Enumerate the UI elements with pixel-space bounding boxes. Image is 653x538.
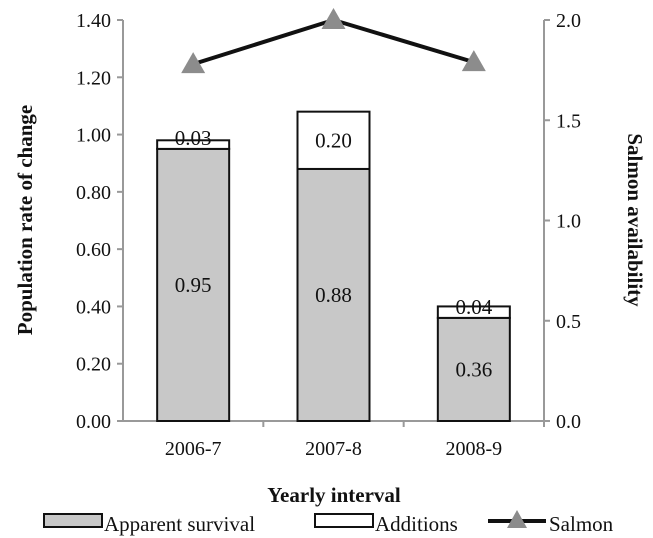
x-tick-label: 2007-8 xyxy=(305,438,362,460)
legend: Apparent survival Additions Salmon xyxy=(43,510,614,536)
bar-additions xyxy=(156,139,231,150)
x-axis-title: Yearly interval xyxy=(267,483,401,507)
legend-label-salmon: Salmon xyxy=(549,512,614,536)
legend-label-additions: Additions xyxy=(375,512,458,536)
bar-apparent-survival xyxy=(156,147,231,422)
left-tick-label: 0.60 xyxy=(76,239,111,261)
right-tick-label: 0.5 xyxy=(556,311,581,333)
salmon-point xyxy=(321,8,346,29)
left-tick-label: 0.00 xyxy=(76,411,111,433)
data-label-apparent-survival: 0.36 xyxy=(455,357,492,381)
bar-apparent-survival xyxy=(436,316,511,422)
right-tick-label: 2.0 xyxy=(556,10,581,32)
left-tick-label: 0.20 xyxy=(76,354,111,376)
legend-label-apparent-survival: Apparent survival xyxy=(104,512,255,536)
bar-apparent-survival xyxy=(296,167,371,422)
left-tick-label: 1.00 xyxy=(76,125,111,147)
data-label-additions: 0.20 xyxy=(315,128,352,152)
salmon-point xyxy=(461,50,486,72)
y-axis-title: Population rate of change xyxy=(13,105,37,335)
salmon-point xyxy=(181,52,206,74)
right-tick-label: 1.5 xyxy=(556,110,581,132)
legend-swatch-apparent-survival xyxy=(43,513,103,528)
data-label-apparent-survival: 0.88 xyxy=(315,283,352,307)
x-ticks: 2006-7 2007-8 2008-9 xyxy=(165,421,545,460)
right-tick-label: 0.0 xyxy=(556,411,581,433)
x-tick-label: 2006-7 xyxy=(165,438,222,460)
data-label-additions: 0.03 xyxy=(175,126,212,150)
x-tick-label: 2008-9 xyxy=(445,438,502,460)
salmon-line xyxy=(181,8,486,74)
left-tick-label: 1.20 xyxy=(76,67,111,89)
bar-additions xyxy=(436,305,511,319)
left-tick-label: 0.40 xyxy=(76,296,111,318)
data-label-additions: 0.04 xyxy=(455,295,492,319)
y2-axis-title: Salmon availability xyxy=(623,133,647,307)
legend-marker-salmon xyxy=(507,510,527,528)
legend-swatch-additions xyxy=(314,513,374,528)
data-label-apparent-survival: 0.95 xyxy=(175,273,212,297)
left-ticks: 0.00 0.20 0.40 0.60 0.80 1.00 1.20 1.40 xyxy=(76,10,123,433)
left-tick-label: 0.80 xyxy=(76,182,111,204)
right-tick-label: 1.0 xyxy=(556,211,581,233)
left-tick-label: 1.40 xyxy=(76,10,111,32)
bar-additions xyxy=(296,110,371,170)
bars: 0.95 0.03 0.88 0.20 0.36 0.04 xyxy=(156,110,511,422)
right-ticks: 0.0 0.5 1.0 1.5 2.0 xyxy=(544,10,581,433)
